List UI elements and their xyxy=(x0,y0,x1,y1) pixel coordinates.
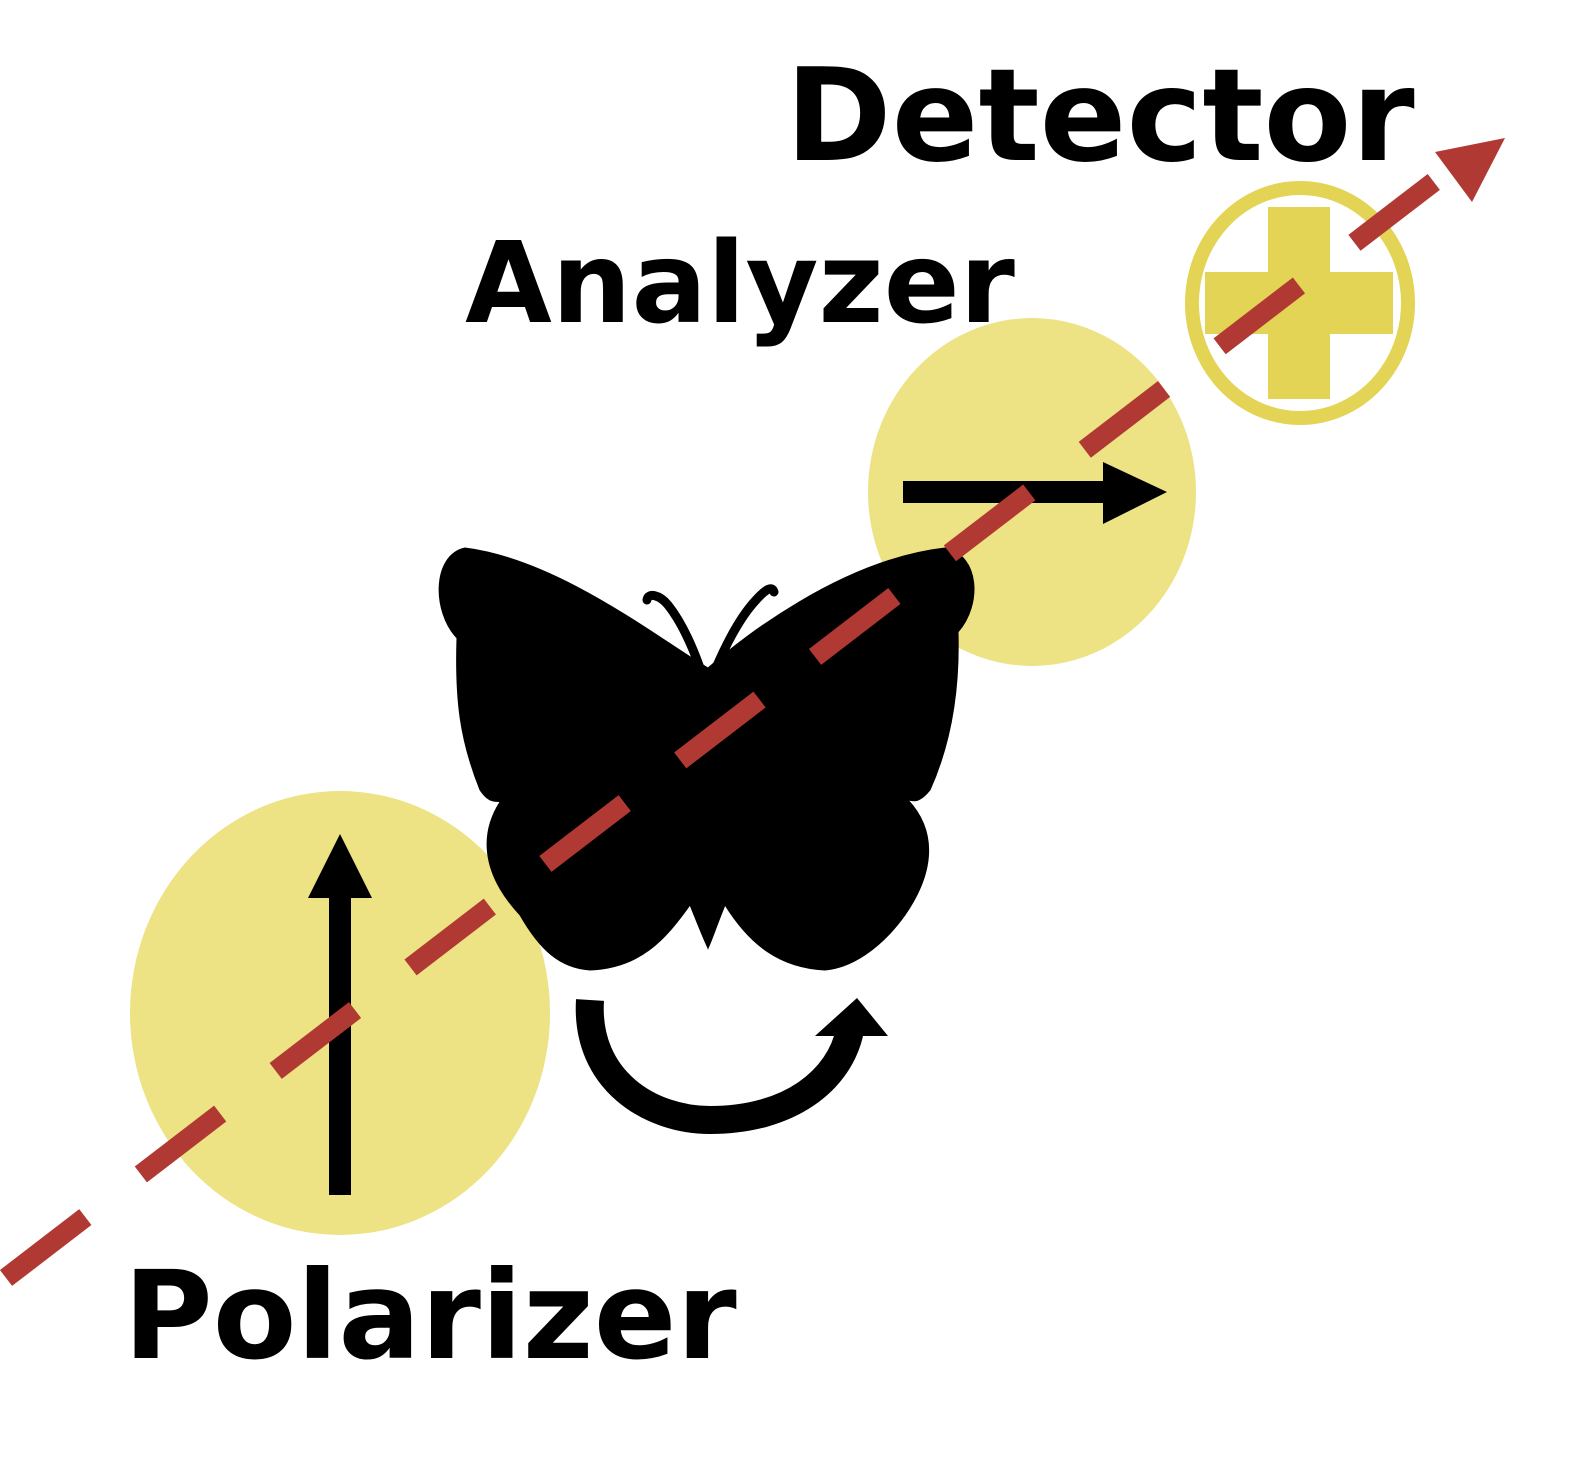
analyzer-label: Analyzer xyxy=(465,219,1015,349)
polarizer-label: Polarizer xyxy=(123,1245,736,1387)
polarizer-axis-arrow xyxy=(308,834,372,1195)
butterfly-icon xyxy=(438,547,975,971)
beam-arrowhead xyxy=(1435,138,1505,202)
analyzer-axis-arrow xyxy=(903,462,1167,524)
curved-rotation-arrow-icon xyxy=(575,998,888,1135)
detector-label: Detector xyxy=(785,42,1414,191)
light-beam xyxy=(0,138,1505,1286)
